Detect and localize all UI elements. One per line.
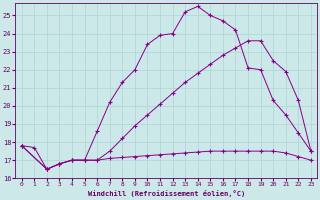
X-axis label: Windchill (Refroidissement éolien,°C): Windchill (Refroidissement éolien,°C) [88, 190, 245, 197]
